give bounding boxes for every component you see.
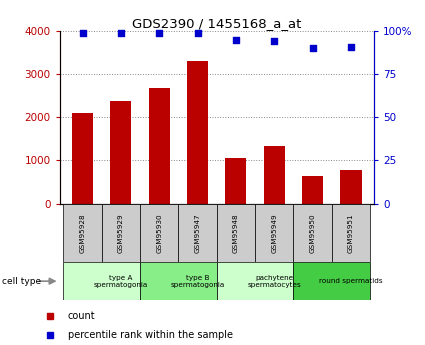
Text: type B
spermatogonia: type B spermatogonia bbox=[170, 275, 225, 288]
Text: GSM95930: GSM95930 bbox=[156, 213, 162, 253]
Text: GSM95948: GSM95948 bbox=[233, 213, 239, 253]
Bar bbox=[140, 204, 178, 262]
Point bbox=[194, 30, 201, 36]
Text: GSM95947: GSM95947 bbox=[195, 213, 201, 253]
Point bbox=[232, 37, 239, 42]
Text: round spermatids: round spermatids bbox=[319, 278, 383, 284]
Bar bbox=[63, 262, 140, 300]
Bar bbox=[149, 88, 170, 204]
Point bbox=[271, 39, 278, 44]
Bar bbox=[340, 170, 362, 204]
Text: count: count bbox=[68, 311, 95, 321]
Text: GSM95950: GSM95950 bbox=[310, 213, 316, 253]
Point bbox=[348, 44, 354, 49]
Bar bbox=[225, 158, 246, 204]
Bar bbox=[72, 113, 93, 204]
Text: cell type: cell type bbox=[2, 277, 41, 286]
Bar bbox=[187, 61, 208, 204]
Point bbox=[156, 30, 163, 36]
Text: type A
spermatogonia: type A spermatogonia bbox=[94, 275, 148, 288]
Point bbox=[117, 30, 124, 36]
Bar bbox=[110, 101, 131, 204]
Text: GSM95928: GSM95928 bbox=[79, 213, 85, 253]
Text: GSM95929: GSM95929 bbox=[118, 213, 124, 253]
Text: pachytene
spermatocytes: pachytene spermatocytes bbox=[247, 275, 301, 288]
Bar bbox=[302, 176, 323, 204]
Bar bbox=[264, 146, 285, 204]
Text: percentile rank within the sample: percentile rank within the sample bbox=[68, 330, 233, 339]
Point bbox=[309, 46, 316, 51]
Bar bbox=[255, 204, 293, 262]
Bar bbox=[293, 204, 332, 262]
Bar bbox=[293, 262, 370, 300]
Bar bbox=[332, 204, 370, 262]
Text: GSM95951: GSM95951 bbox=[348, 213, 354, 253]
Bar bbox=[63, 204, 102, 262]
Text: GSM95949: GSM95949 bbox=[271, 213, 277, 253]
Bar bbox=[140, 262, 217, 300]
Title: GDS2390 / 1455168_a_at: GDS2390 / 1455168_a_at bbox=[132, 17, 301, 30]
Bar bbox=[217, 262, 293, 300]
Bar bbox=[217, 204, 255, 262]
Point bbox=[79, 30, 86, 36]
Bar bbox=[178, 204, 217, 262]
Bar bbox=[102, 204, 140, 262]
